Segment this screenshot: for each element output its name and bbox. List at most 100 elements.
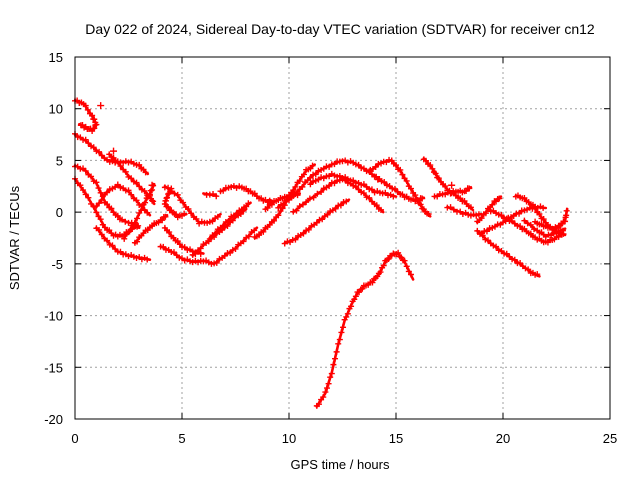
- data-point: [91, 116, 98, 123]
- data-point: [442, 183, 449, 190]
- data-point: [82, 136, 89, 143]
- data-point: [128, 191, 135, 198]
- data-point: [159, 217, 166, 224]
- data-point: [294, 189, 301, 196]
- data-point: [355, 161, 362, 168]
- data-point: [134, 238, 141, 245]
- data-point: [293, 207, 300, 214]
- data-point: [328, 370, 335, 377]
- data-point: [197, 245, 204, 252]
- data-point: [335, 340, 342, 347]
- data-point: [332, 205, 339, 212]
- data-point: [466, 185, 473, 192]
- data-point: [369, 279, 376, 286]
- data-point: [144, 209, 151, 216]
- data-point: [425, 211, 432, 218]
- data-point: [517, 260, 524, 267]
- data-point: [344, 310, 351, 317]
- x-tick-label: 5: [178, 431, 185, 446]
- data-point: [134, 215, 141, 222]
- data-point: [307, 181, 314, 188]
- data-point: [521, 194, 528, 201]
- data-point: [390, 193, 397, 200]
- data-point: [264, 205, 271, 212]
- data-point: [142, 169, 149, 176]
- x-tick-label: 25: [603, 431, 617, 446]
- data-point: [315, 401, 322, 408]
- data-point: [332, 355, 339, 362]
- data-point: [144, 256, 151, 263]
- data-point: [427, 162, 434, 169]
- data-point: [323, 385, 330, 392]
- data-point: [292, 236, 299, 243]
- data-point: [290, 187, 297, 194]
- data-point: [275, 204, 282, 211]
- data-point: [82, 191, 89, 198]
- isolated-point: [110, 147, 118, 155]
- series-line: [73, 164, 141, 229]
- data-point: [412, 192, 419, 199]
- series-arc10: [161, 184, 222, 227]
- data-point: [343, 198, 350, 205]
- data-point: [338, 329, 345, 336]
- data-point: [461, 197, 468, 204]
- data-point: [147, 187, 154, 194]
- data-point: [85, 140, 92, 147]
- data-point: [372, 163, 379, 170]
- data-point: [185, 205, 192, 212]
- data-point: [227, 249, 234, 256]
- data-point: [563, 207, 570, 214]
- data-point: [325, 380, 332, 387]
- data-point: [333, 348, 340, 355]
- data-point: [373, 202, 380, 209]
- isolated-point: [448, 181, 456, 189]
- data-point: [121, 235, 128, 242]
- data-point: [429, 165, 436, 172]
- series-arc27: [420, 156, 475, 212]
- x-tick-label: 15: [389, 431, 403, 446]
- data-point: [133, 197, 140, 204]
- data-point: [245, 200, 252, 207]
- data-point: [225, 217, 232, 224]
- data-point: [322, 389, 329, 396]
- data-point: [162, 213, 169, 220]
- data-point: [170, 249, 177, 256]
- data-point: [360, 190, 367, 197]
- grid-lines: [75, 57, 610, 419]
- data-point: [403, 177, 410, 184]
- data-point: [300, 171, 307, 178]
- series-arc30: [474, 195, 503, 225]
- data-point: [517, 223, 524, 230]
- data-point: [525, 266, 532, 273]
- data-point: [114, 212, 121, 219]
- data-point: [193, 215, 200, 222]
- y-tick-label: 0: [56, 205, 63, 220]
- data-point: [133, 179, 140, 186]
- data-point: [531, 226, 538, 233]
- x-tick-label: 20: [496, 431, 510, 446]
- data-point: [168, 185, 175, 192]
- data-point: [119, 216, 126, 223]
- chart-title: Day 022 of 2024, Sidereal Day-to-day VTE…: [85, 21, 595, 37]
- data-point: [343, 313, 350, 320]
- series-arc33: [485, 205, 565, 246]
- x-tick-label: 0: [71, 431, 78, 446]
- series-arc9: [131, 213, 169, 246]
- data-point: [422, 157, 429, 164]
- data-point: [268, 201, 275, 208]
- data-point: [206, 235, 213, 242]
- data-point: [368, 186, 375, 193]
- data-point: [432, 170, 439, 177]
- data-point: [141, 187, 148, 194]
- data-point: [320, 394, 327, 401]
- data-point: [125, 187, 132, 194]
- data-point: [165, 204, 172, 211]
- data-point: [314, 190, 321, 197]
- data-point: [233, 210, 240, 217]
- data-point: [275, 212, 282, 219]
- series-arc24: [375, 176, 426, 205]
- data-point: [496, 195, 503, 202]
- data-point: [77, 182, 84, 189]
- data-point: [391, 185, 398, 192]
- data-point: [336, 336, 343, 343]
